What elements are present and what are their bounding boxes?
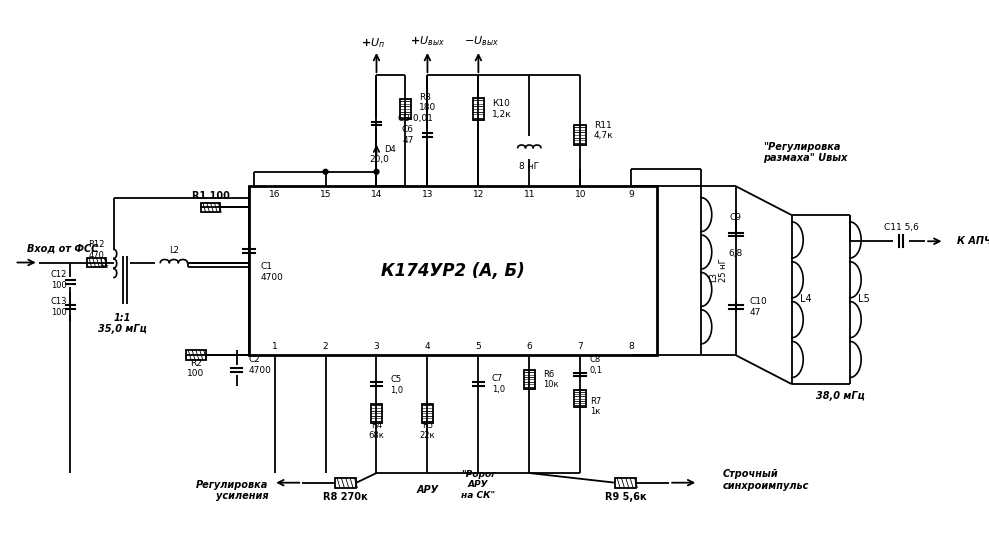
Text: 8: 8 (628, 342, 634, 351)
Text: C5: C5 (390, 375, 402, 384)
Text: К10
1,2к: К10 1,2к (492, 99, 511, 119)
Text: C2
4700: C2 4700 (248, 355, 271, 375)
Bar (201, 203, 221, 212)
Text: C3 0,01: C3 0,01 (398, 114, 432, 123)
Text: 5: 5 (476, 342, 482, 351)
Text: R8 270к: R8 270к (323, 492, 368, 502)
Text: 20,0: 20,0 (370, 155, 390, 163)
Text: R5
22к: R5 22к (419, 421, 435, 440)
Text: Строчный
синхроимпульс: Строчный синхроимпульс (722, 469, 809, 491)
Text: 12: 12 (473, 191, 484, 199)
Bar (473, 99, 485, 120)
Bar (575, 390, 586, 407)
Text: 10: 10 (575, 191, 586, 199)
Bar (575, 125, 586, 145)
Text: Регулировка
усиления: Регулировка усиления (196, 480, 268, 501)
Text: 2: 2 (322, 342, 328, 351)
Text: 14: 14 (371, 191, 382, 199)
Text: "Pорог
АРУ
на СК": "Pорог АРУ на СК" (461, 470, 495, 500)
Bar (615, 478, 636, 488)
Text: C7
1,0: C7 1,0 (492, 375, 505, 394)
Text: К АПЧ: К АПЧ (957, 236, 989, 247)
Text: 13: 13 (421, 191, 433, 199)
Bar (249, 186, 657, 355)
Circle shape (374, 170, 379, 174)
Text: 6,8: 6,8 (729, 249, 743, 258)
Text: 11: 11 (523, 191, 535, 199)
Text: L5: L5 (857, 294, 869, 304)
Text: C9: C9 (730, 213, 742, 222)
Bar (87, 258, 106, 268)
Text: R3
180: R3 180 (419, 93, 436, 112)
Text: R2
100: R2 100 (187, 359, 205, 378)
Text: 8 нГ: 8 нГ (519, 162, 539, 171)
Text: D4: D4 (384, 145, 396, 154)
Text: R9 5,6к: R9 5,6к (605, 492, 647, 502)
Text: +$U_{п}$: +$U_{п}$ (361, 37, 386, 50)
Text: C10
47: C10 47 (750, 297, 767, 317)
Text: C8
0,1: C8 0,1 (589, 355, 603, 375)
Text: R11
4,7к: R11 4,7к (593, 121, 613, 140)
Text: R6
10к: R6 10к (543, 370, 559, 389)
Bar (421, 403, 433, 423)
Text: C1
4700: C1 4700 (261, 263, 284, 282)
Text: C6
47: C6 47 (402, 125, 414, 145)
Text: L3
25 нГ: L3 25 нГ (709, 258, 728, 282)
Text: 38,0 мГц: 38,0 мГц (816, 391, 864, 401)
Text: 9: 9 (628, 191, 634, 199)
Text: 4: 4 (424, 342, 430, 351)
Text: АРУ: АРУ (416, 485, 438, 495)
Bar (400, 99, 411, 119)
Text: R12
470: R12 470 (88, 240, 105, 260)
Text: 1:1
35,0 мГц: 1:1 35,0 мГц (98, 312, 147, 334)
Text: $-U_{вых}$: $-U_{вых}$ (464, 34, 498, 48)
Text: C12
100: C12 100 (50, 270, 67, 290)
Bar (371, 403, 383, 423)
Text: L2: L2 (169, 247, 179, 255)
Bar (523, 370, 535, 389)
Bar (186, 350, 206, 360)
Text: L1: L1 (99, 259, 109, 268)
Text: 7: 7 (578, 342, 584, 351)
Text: "Регулировка
размаха" Uвых: "Регулировка размаха" Uвых (763, 142, 848, 163)
Text: 3: 3 (374, 342, 380, 351)
Text: L4: L4 (799, 294, 811, 304)
Text: +$U_{вых}$: +$U_{вых}$ (410, 34, 445, 48)
Text: 1,0: 1,0 (390, 387, 404, 396)
Text: R4
68к: R4 68к (369, 421, 385, 440)
Text: 6: 6 (526, 342, 532, 351)
Bar (335, 478, 356, 488)
Text: C13
100: C13 100 (50, 297, 67, 317)
Text: Вход от ФСС: Вход от ФСС (27, 244, 98, 254)
Text: 1: 1 (272, 342, 278, 351)
Text: К174УР2 (А, Б): К174УР2 (А, Б) (381, 261, 525, 280)
Circle shape (323, 170, 328, 174)
Text: C11 5,6: C11 5,6 (883, 223, 919, 232)
Text: 16: 16 (269, 191, 280, 199)
Text: R7
1к: R7 1к (589, 397, 601, 416)
Text: 15: 15 (319, 191, 331, 199)
Text: R1 100: R1 100 (192, 191, 229, 201)
